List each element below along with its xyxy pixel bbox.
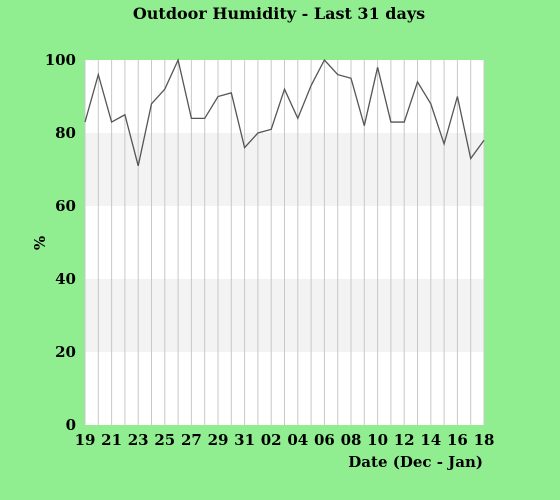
x-tick-label: 04 <box>287 431 308 449</box>
data-point <box>416 80 420 84</box>
x-tick-label: 02 <box>261 431 282 449</box>
chart-title: Outdoor Humidity - Last 31 days <box>133 4 425 23</box>
x-axis-label: Date (Dec - Jan) <box>348 453 483 471</box>
data-point <box>442 142 446 146</box>
y-tick-label: 60 <box>55 197 76 215</box>
data-point <box>349 76 353 80</box>
x-tick-label: 21 <box>101 431 122 449</box>
data-point <box>229 91 233 95</box>
y-axis-label: % <box>31 236 49 250</box>
y-tick-label: 100 <box>45 51 76 69</box>
x-tick-label: 10 <box>367 431 388 449</box>
x-tick-labels: 19 21 23 25 27 29 31 02 04 06 08 10 12 14 16 18 <box>75 431 495 449</box>
data-point <box>203 116 207 120</box>
data-point <box>389 120 393 124</box>
x-tick-label: 25 <box>154 431 175 449</box>
x-tick-label: 18 <box>474 431 495 449</box>
data-point <box>283 87 287 91</box>
data-point <box>402 120 406 124</box>
series-group <box>83 57 486 168</box>
y-tick-label: 40 <box>55 270 76 288</box>
data-point <box>336 73 340 77</box>
data-point <box>362 124 366 128</box>
data-point <box>256 131 260 135</box>
data-point <box>429 102 433 106</box>
x-tick-label: 31 <box>234 431 255 449</box>
data-point <box>189 116 193 120</box>
x-tick-label: 27 <box>181 431 202 449</box>
x-tick-label: 06 <box>314 431 335 449</box>
humidity-series-line <box>84 57 485 167</box>
data-point <box>455 95 459 99</box>
data-point <box>482 138 486 142</box>
x-tick-label: 08 <box>341 431 362 449</box>
data-point <box>243 146 247 150</box>
x-tick-label: 23 <box>128 431 149 449</box>
data-point <box>469 157 473 161</box>
y-tick-label: 80 <box>55 124 76 142</box>
y-tick-label: 0 <box>66 416 76 434</box>
x-tick-label: 16 <box>447 431 468 449</box>
data-point <box>296 116 300 120</box>
data-point <box>110 120 114 124</box>
data-point <box>216 95 220 99</box>
x-tick-label: 29 <box>208 431 229 449</box>
data-point <box>96 73 100 77</box>
data-point <box>123 113 127 117</box>
data-point <box>150 102 154 106</box>
data-point <box>376 65 380 69</box>
data-point <box>176 58 180 62</box>
data-point <box>136 164 140 168</box>
y-tick-labels: 0 20 40 60 80 100 <box>45 51 76 434</box>
data-point <box>163 87 167 91</box>
x-tick-label: 14 <box>420 431 441 449</box>
data-point <box>309 84 313 88</box>
data-point <box>83 120 87 124</box>
x-tick-label: 12 <box>394 431 415 449</box>
data-point <box>322 58 326 62</box>
x-tick-label: 19 <box>75 431 96 449</box>
y-tick-label: 20 <box>55 343 76 361</box>
data-point <box>269 127 273 131</box>
